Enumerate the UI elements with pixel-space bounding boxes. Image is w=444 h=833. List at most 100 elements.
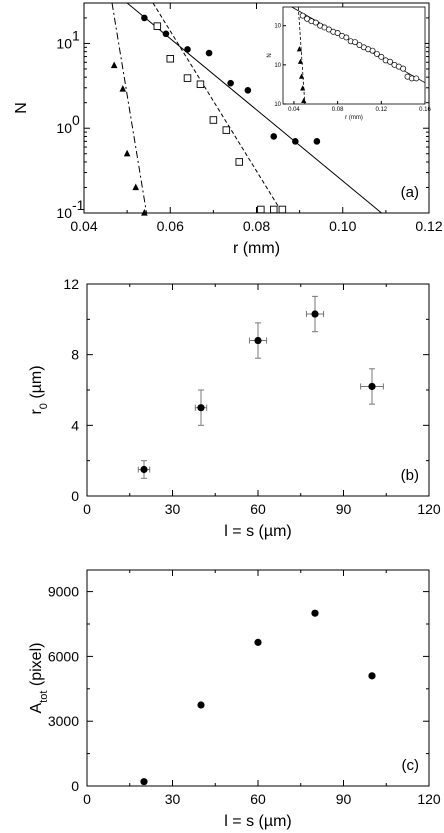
y-tick-label-a: 10	[56, 205, 72, 221]
x-tick-label-b: 60	[250, 501, 266, 517]
data-point-c	[368, 672, 376, 680]
inset-data-point	[334, 30, 341, 36]
y-axis-label-a: N	[13, 102, 30, 114]
y-axis-label-unit-c: (pixel)	[28, 643, 45, 691]
inset-x-axis-label: r (mm)	[345, 115, 363, 121]
data-point-b	[368, 382, 376, 391]
panel-label-b: (b)	[401, 467, 419, 484]
x-tick-label-c: 0	[83, 791, 91, 807]
x-tick-label-a: 0.04	[70, 218, 97, 234]
x-tick-label-b: 90	[336, 501, 352, 517]
data-point-a	[183, 74, 192, 82]
x-tick-label-a: 0.06	[157, 218, 184, 234]
x-tick-label-c: 30	[165, 791, 181, 807]
data-point-a	[141, 14, 148, 22]
data-point-a	[257, 205, 265, 214]
data-point-a	[235, 158, 243, 166]
data-point-c	[311, 609, 319, 617]
x-tick-label-c: 60	[250, 791, 266, 807]
inset-data-point	[378, 53, 385, 60]
data-point-b	[311, 310, 319, 318]
panel-label-a: (a)	[401, 184, 419, 201]
data-point-a	[196, 80, 205, 89]
x-tick-label-a: 0.08	[243, 218, 270, 234]
data-point-a	[123, 149, 131, 157]
data-point-a	[244, 87, 252, 94]
data-point-a	[222, 126, 231, 134]
x-tick-label-c: 90	[336, 791, 352, 807]
y-tick-exponent-a: 0	[72, 112, 80, 128]
inset-plot-area	[282, 6, 426, 105]
y-tick-label-c: 6000	[48, 648, 79, 664]
y-tick-exponent-a: -1	[72, 197, 85, 213]
y-axis-label-sub-c: tot	[38, 691, 50, 703]
inset-data-point	[298, 73, 305, 79]
inset-data-point	[297, 58, 304, 64]
inset-x-tick-label: 0.16	[419, 107, 431, 113]
inset-y-tick-label: 10	[274, 102, 281, 108]
data-point-a	[162, 30, 170, 38]
y-axis-label-sub-b: 0	[38, 403, 50, 409]
data-point-a	[205, 49, 213, 57]
data-point-a	[141, 209, 148, 216]
y-axis-label-main-c: A	[28, 702, 45, 713]
inset-data-point	[312, 19, 319, 26]
inset-x-tick-label: 0.12	[375, 107, 387, 113]
data-point-b	[140, 465, 148, 474]
y-tick-label-c: 9000	[48, 584, 79, 600]
data-point-b	[254, 336, 262, 345]
inset-data-point	[387, 58, 393, 65]
y-axis-label-unit-b: (µm)	[28, 365, 45, 403]
inset-data-point	[301, 97, 307, 103]
data-point-a	[313, 138, 321, 145]
inset-data-point	[373, 50, 380, 57]
data-point-c	[254, 638, 262, 646]
data-point-a	[292, 138, 299, 145]
inset-data-point	[296, 46, 302, 52]
y-tick-label-c: 3000	[48, 713, 79, 729]
data-point-a	[166, 54, 174, 63]
data-point-b	[197, 404, 205, 412]
inset-x-tick-label: 0.04	[288, 107, 300, 113]
fit-line-a	[111, 2, 148, 214]
y-tick-label-b: 4	[71, 417, 79, 433]
data-point-a	[110, 61, 118, 69]
x-axis-label-b: l = s (µm)	[224, 523, 291, 540]
x-tick-label-a: 0.10	[329, 218, 356, 234]
y-tick-label-a: 10	[56, 120, 72, 136]
y-tick-label-b: 12	[63, 276, 79, 292]
plot-area-b	[86, 283, 430, 497]
inset-data-point	[369, 47, 376, 54]
data-point-a	[278, 205, 287, 214]
data-point-a	[153, 22, 162, 30]
inset-x-tick-label: 0.08	[332, 107, 344, 113]
data-point-c	[197, 701, 205, 709]
fit-line-a	[126, 2, 382, 214]
inset-y-tick-label: 10	[274, 63, 281, 69]
data-point-a	[227, 79, 234, 87]
y-axis-label-main-b: r	[28, 409, 45, 415]
data-point-a	[270, 205, 278, 214]
y-axis-label-b: r0 (µm)	[28, 365, 50, 414]
x-tick-label-c: 120	[417, 791, 441, 807]
data-point-a	[270, 133, 278, 140]
y-tick-label-b: 0	[71, 488, 79, 504]
data-point-a	[119, 85, 127, 92]
inset-data-point	[413, 75, 420, 82]
x-axis-label-c: l = s (µm)	[224, 813, 291, 830]
data-point-a	[209, 116, 218, 124]
y-tick-label-c: 0	[71, 778, 79, 794]
inset-data-point	[300, 85, 306, 91]
inset-y-tick-label: 10	[274, 24, 281, 30]
data-point-c	[140, 778, 148, 786]
inset-data-point	[304, 15, 310, 22]
x-tick-label-b: 0	[83, 501, 91, 517]
inset-data-point	[343, 34, 350, 41]
inset-data-point	[400, 65, 407, 72]
panel-c: 0 30 60 90 120 0 3000 6000 9000 l = s (µm) Atot (p…	[28, 569, 441, 830]
x-axis-label-a: r (mm)	[233, 240, 280, 257]
x-tick-label-b: 30	[165, 501, 181, 517]
y-axis-label-c: Atot (pixel)	[28, 643, 50, 714]
